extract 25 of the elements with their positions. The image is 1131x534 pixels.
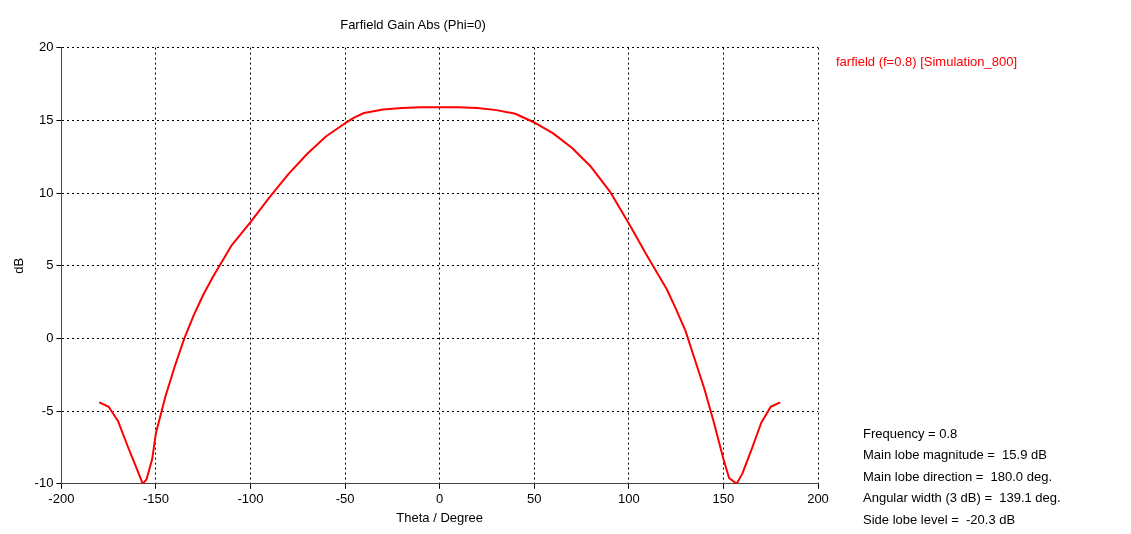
y-tick-label: 10 [38,184,54,200]
chart-title: Farfield Gain Abs (Phi=0) [340,17,486,33]
x-tick-label: -200 [48,491,75,507]
text: farfield (f=0.8) [Simulation_800] [836,53,1018,69]
x-tick-label: -150 [142,491,169,507]
text: Angular width (3 dB) = 139.1 deg. [863,490,1061,506]
y-tick-label: 0 [46,329,54,345]
x-tick-label: 0 [436,491,444,507]
text: Side lobe level = -20.3 dB [863,511,1016,527]
y-tick-label: -5 [41,402,54,418]
x-tick-label: -50 [335,491,355,507]
y-tick-label: -10 [34,475,54,491]
y-tick-label: 5 [46,257,54,273]
x-tick-label: -100 [237,491,264,507]
text: Main lobe magnitude = 15.9 dB [863,447,1047,463]
y-tick-label: 15 [38,111,54,127]
text: Main lobe direction = 180.0 deg. [863,468,1052,484]
x-tick-label: 50 [527,491,542,507]
y-axis-title: dB [11,257,27,274]
y-tick-label: 20 [38,39,54,55]
x-axis-title: Theta / Degree [396,509,484,525]
x-tick-label: 200 [807,491,829,507]
text: Frequency = 0.8 [863,425,958,441]
x-tick-label: 100 [618,491,640,507]
x-tick-label: 150 [712,491,735,507]
